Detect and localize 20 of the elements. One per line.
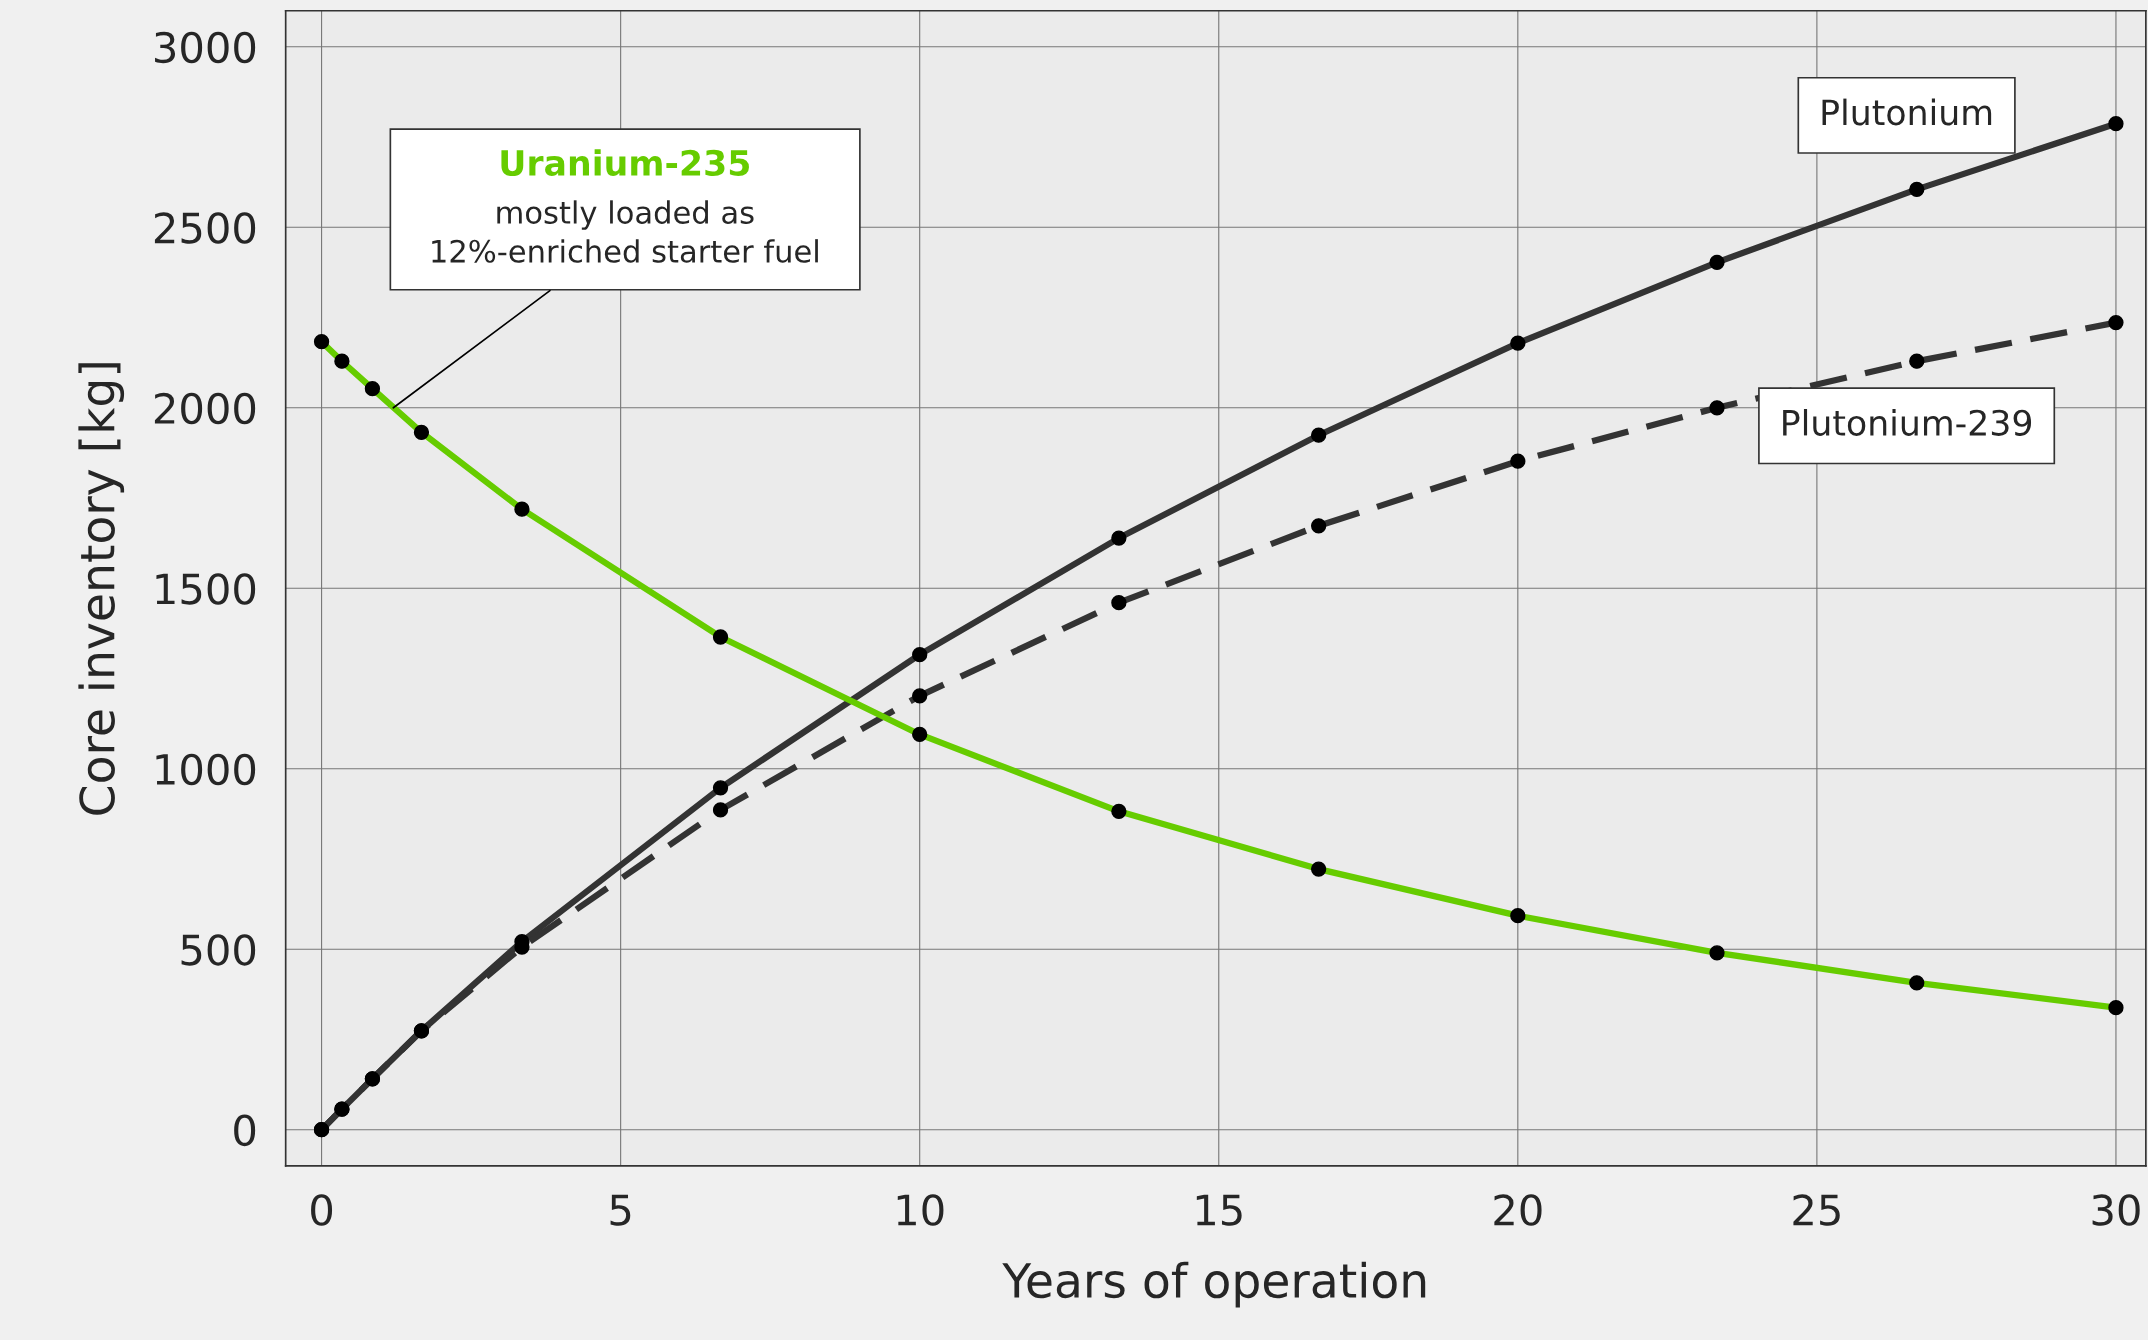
- x-tick-label: 5: [610, 1194, 631, 1226]
- x-tick-label: 30: [2092, 1194, 2140, 1226]
- y-tick-label: 500: [181, 934, 256, 966]
- x-tick-label: 10: [897, 1194, 944, 1226]
- series-label: Plutonium-239: [1783, 409, 2032, 436]
- series-label: Plutonium: [1822, 98, 1992, 126]
- y-tick-label: 3000: [155, 31, 256, 64]
- x-axis-title: Years of operation: [1002, 1261, 1426, 1308]
- annotation: mostly loaded as 12%-enriched starter fuel: [432, 200, 818, 263]
- x-tick-label: 15: [1196, 1194, 1242, 1226]
- x-tick-label: 20: [1494, 1194, 1542, 1226]
- text: Uranium-235: [501, 149, 749, 177]
- y-tick-label: 2000: [154, 392, 256, 425]
- y-axis-title: Core inventory [kg]: [78, 363, 125, 815]
- x-tick-label: 25: [1793, 1194, 1840, 1226]
- y-tick-label: 2500: [154, 212, 256, 244]
- y-tick-label: 1500: [156, 573, 256, 605]
- y-tick-label: 0: [234, 1114, 256, 1147]
- y-tick-label: 1000: [156, 753, 256, 786]
- x-tick-label: 0: [311, 1194, 333, 1226]
